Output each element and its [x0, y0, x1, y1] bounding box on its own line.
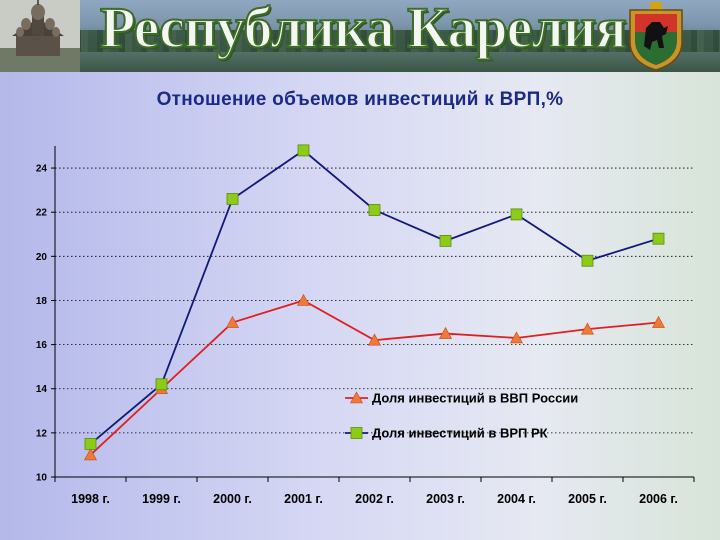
data-point-series-2	[652, 232, 665, 245]
y-tick-label: 16	[36, 340, 48, 351]
x-tick-label: 2004 г.	[497, 492, 536, 506]
banner: Республика Карелия	[0, 0, 720, 72]
y-tick-label: 18	[36, 296, 48, 307]
data-point-series-2	[439, 234, 452, 247]
legend-marker	[349, 391, 364, 404]
x-tick-label: 2006 г.	[639, 492, 678, 506]
data-point-series-2	[155, 378, 168, 391]
x-tick-label: 2005 г.	[568, 492, 607, 506]
y-tick-label: 12	[36, 428, 48, 439]
data-point-series-1	[651, 315, 666, 328]
banner-title: Республика Карелия	[99, 0, 628, 61]
x-tick-label: 1999 г.	[142, 492, 181, 506]
data-point-series-2	[581, 254, 594, 267]
data-point-series-1	[225, 315, 240, 328]
y-tick-label: 20	[36, 252, 48, 263]
data-point-series-2	[368, 204, 381, 216]
data-point-series-2	[84, 437, 97, 450]
data-point-series-2	[510, 208, 523, 221]
x-tick-label: 2001 г.	[284, 492, 323, 506]
y-tick-label: 10	[36, 473, 48, 484]
legend-label: Доля инвестиций в ВВП России	[372, 391, 578, 406]
legend-marker	[350, 427, 363, 439]
chart-title: Отношение объемов инвестиций к ВРП,%	[156, 89, 564, 110]
data-point-series-1	[83, 448, 98, 461]
karelia-coat-of-arms-icon	[629, 2, 683, 71]
x-tick-label: 2003 г.	[426, 492, 465, 506]
data-point-series-1	[509, 331, 524, 344]
data-point-series-1	[438, 326, 453, 339]
data-point-series-2	[226, 193, 239, 205]
x-tick-label: 2002 г.	[355, 492, 394, 506]
y-tick-label: 24	[36, 164, 48, 175]
wooden-church-icon	[0, 0, 80, 72]
legend-label: Доля инвестиций в ВРП РК	[372, 426, 548, 441]
data-point-series-2	[297, 144, 310, 157]
data-point-series-1	[367, 333, 382, 346]
y-tick-label: 14	[36, 384, 48, 395]
banner-forest	[0, 30, 720, 52]
data-point-series-1	[296, 293, 311, 306]
x-tick-label: 2000 г.	[213, 492, 252, 506]
y-tick-label: 22	[36, 208, 48, 219]
data-point-series-1	[580, 322, 595, 335]
x-tick-label: 1998 г.	[71, 492, 110, 506]
